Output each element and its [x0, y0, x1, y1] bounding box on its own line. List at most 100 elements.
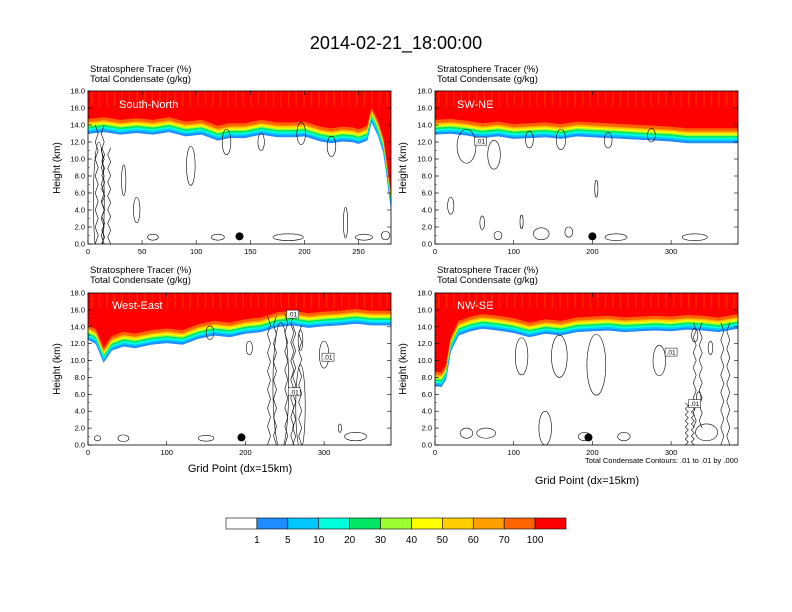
condensate-contour — [684, 402, 689, 445]
plot-area: .01 .01 0.0 2.0 4.0 6.0 8.0 10.0 12.0 14.0 16.0 18.… — [417, 289, 739, 457]
y-tick-label: 0.0 — [422, 441, 432, 450]
contour-label: .01 — [476, 139, 485, 146]
x-tick-label: 200 — [298, 247, 311, 256]
condensate-contour — [514, 337, 529, 376]
condensate-contour — [344, 432, 367, 442]
y-tick-label: 16.0 — [70, 305, 85, 314]
contour-label-box — [664, 347, 678, 357]
y-tick-label: 16.0 — [417, 305, 432, 314]
x-tick-label: 0 — [433, 247, 437, 256]
y-tick-label: 0.0 — [75, 441, 85, 450]
condensate-contour — [326, 135, 337, 157]
y-tick-label: 8.0 — [75, 172, 85, 181]
y-tick-label: 6.0 — [422, 390, 432, 399]
y-tick-label: 4.0 — [422, 206, 432, 215]
contour-label: .01 — [690, 401, 699, 408]
colorbar-label: 20 — [344, 535, 356, 546]
condensate-contour — [487, 140, 501, 170]
condensate-contour — [476, 427, 496, 439]
colorbar-label: 10 — [313, 535, 325, 546]
y-tick-label: 8.0 — [75, 373, 85, 382]
y-tick-label: 12.0 — [70, 339, 85, 348]
contour-label-box — [688, 399, 701, 408]
tracer-band-10 — [435, 91, 738, 129]
tracer-band-10 — [88, 91, 391, 193]
condensate-contour — [94, 124, 99, 244]
x-tick-label: 250 — [352, 247, 365, 256]
x-tick-label: 150 — [244, 247, 257, 256]
colorbar-label: 5 — [285, 535, 291, 546]
colorbar-label: 30 — [375, 535, 387, 546]
header-line1: Stratosphere Tracer (%) — [437, 265, 538, 276]
condensate-contour — [101, 147, 106, 244]
y-tick-label: 4.0 — [422, 407, 432, 416]
colorbar-box — [256, 517, 289, 530]
y-tick-label: 12.0 — [417, 339, 432, 348]
header-line2: Total Condensate (g/kg) — [90, 74, 191, 85]
condensate-contour — [272, 233, 304, 241]
contour-label-box — [474, 136, 487, 146]
colorbar-box — [380, 517, 412, 530]
y-axis-label: Height (km) — [398, 343, 409, 395]
y-axis-label: Height (km) — [52, 343, 63, 395]
colorbar-label: 60 — [468, 535, 480, 546]
condensate-contour — [695, 423, 718, 442]
condensate-contour — [533, 227, 550, 241]
y-tick-label: 14.0 — [417, 322, 432, 331]
y-tick-label: 8.0 — [422, 373, 432, 382]
condensate-contour — [456, 128, 477, 164]
colorbar-label: 100 — [527, 535, 544, 546]
panel-sw-ne: Stratosphere Tracer (%) Total Condensate… — [398, 64, 739, 256]
condensate-contour — [594, 179, 599, 198]
y-tick-label: 0.0 — [75, 240, 85, 249]
plot-inner — [88, 91, 391, 244]
condensate-contour — [298, 325, 303, 445]
condensate-contour — [586, 334, 607, 396]
condensate-contour — [290, 314, 295, 445]
colorbar-box — [411, 517, 443, 530]
colorbar-box — [318, 517, 350, 530]
contour-label: .01 — [290, 389, 299, 396]
colorbar-label: 70 — [499, 535, 511, 546]
y-tick-label: 10.0 — [70, 356, 85, 365]
condensate-contour — [272, 322, 289, 445]
x-tick-label: 300 — [318, 448, 331, 457]
condensate-contour — [551, 334, 568, 378]
plot-inner — [88, 293, 391, 445]
plot-area: .01 0.0 2.0 4.0 6.0 8.0 10.0 12.0 14.0 16.0 18.0 0 1… — [417, 87, 739, 256]
y-tick-label: 14.0 — [417, 121, 432, 130]
colorbar-box — [534, 517, 567, 530]
x-tick-label: 0 — [86, 448, 90, 457]
y-tick-label: 4.0 — [75, 407, 85, 416]
condensate-contour — [245, 340, 253, 355]
plot-area: 0.0 2.0 4.0 6.0 8.0 10.0 12.0 14.0 16.0 18.0 0 50 10… — [70, 87, 392, 256]
tracer-lower-edge — [435, 328, 738, 388]
condensate-contour — [133, 196, 141, 224]
x-tick-label: 200 — [239, 448, 252, 457]
condensate-contour — [121, 164, 127, 196]
location-marker — [588, 232, 597, 241]
condensate-contour — [479, 215, 485, 230]
header-line1: Stratosphere Tracer (%) — [90, 64, 191, 75]
y-tick-label: 8.0 — [422, 172, 432, 181]
condensate-contour — [647, 128, 656, 143]
condensate-contour — [343, 207, 349, 239]
y-tick-label: 18.0 — [417, 289, 432, 298]
condensate-contour — [211, 233, 225, 241]
header-line2: Total Condensate (g/kg) — [437, 275, 538, 286]
condensate-contour — [720, 322, 725, 445]
plot-inner — [435, 293, 738, 445]
y-tick-label: 16.0 — [417, 104, 432, 113]
y-tick-label: 2.0 — [422, 223, 432, 232]
contour-label: .01 — [324, 355, 333, 362]
condensate-contour — [93, 141, 105, 244]
location-marker — [235, 232, 244, 241]
contour-label-box — [286, 309, 299, 319]
condensate-contour — [354, 233, 373, 241]
condensate-contour — [707, 340, 714, 355]
x-tick-label: 300 — [665, 448, 678, 457]
y-tick-label: 18.0 — [70, 87, 85, 96]
colorbar-label: 1 — [254, 535, 260, 546]
condensate-contour — [296, 122, 306, 145]
